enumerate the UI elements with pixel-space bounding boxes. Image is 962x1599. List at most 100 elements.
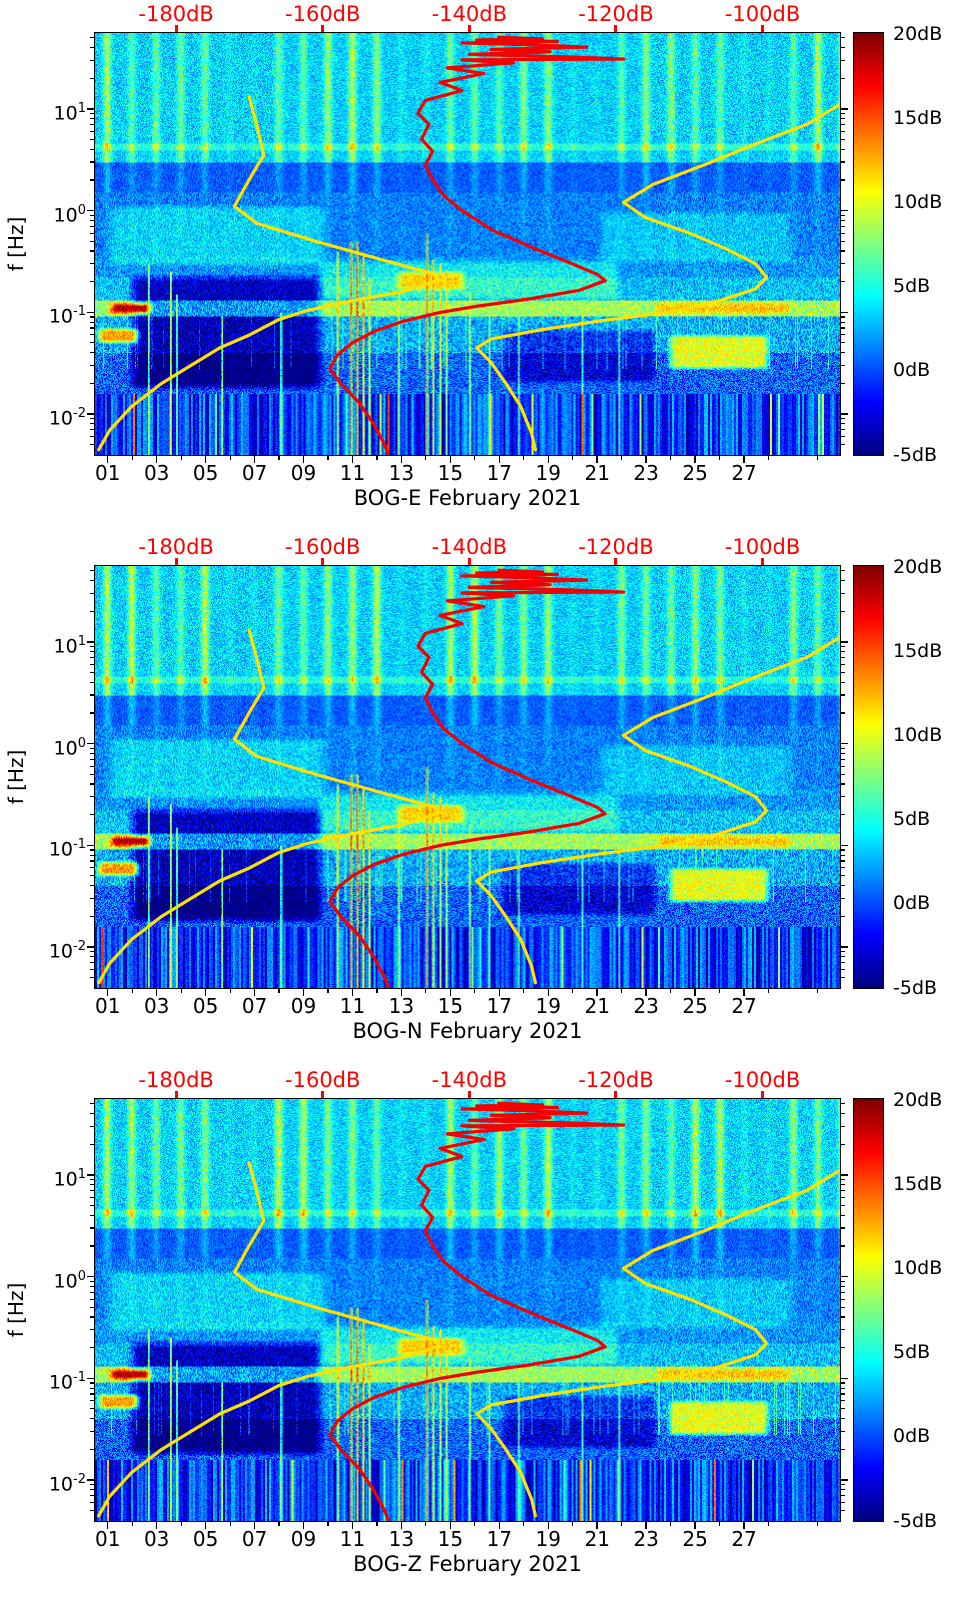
colorbar-tick-label: 15dB <box>893 106 943 129</box>
y-minor-tick <box>90 915 94 917</box>
y-axis-label: f [Hz] <box>4 1282 28 1338</box>
y-minor-tick <box>90 579 94 582</box>
y-tick-label: 10-1 <box>48 304 86 328</box>
x-minor-tick <box>229 1522 231 1526</box>
x-minor-tick <box>767 989 770 993</box>
x-major-tick <box>743 456 745 463</box>
y-minor-tick <box>90 663 94 665</box>
x-tick-label: 11 <box>339 1527 366 1551</box>
y-minor-tick <box>90 1387 94 1389</box>
y-minor-tick <box>90 1408 94 1410</box>
y-minor-tick <box>841 867 845 869</box>
x-tick-label: 27 <box>731 461 757 485</box>
y-minor-tick <box>90 112 94 115</box>
y-minor-tick <box>90 1103 94 1105</box>
y-minor-tick <box>90 1382 94 1384</box>
x-tick-label: 21 <box>584 994 610 1018</box>
top-axis-label: -140dB <box>431 2 508 26</box>
x-major-tick <box>498 1522 501 1529</box>
x-tick-label: 07 <box>241 1527 268 1551</box>
x-tick-label: 07 <box>241 461 268 485</box>
y-minor-tick <box>90 435 94 438</box>
y-major-tick <box>87 1479 94 1481</box>
x-tick-label: 27 <box>731 1527 757 1551</box>
y-minor-tick <box>90 1196 94 1198</box>
y-minor-tick <box>841 1400 845 1402</box>
y-major-tick <box>841 844 848 847</box>
y-minor-tick <box>90 1298 94 1300</box>
x-major-tick <box>547 989 549 996</box>
x-minor-tick <box>229 456 231 460</box>
x-minor-tick <box>718 456 721 460</box>
y-minor-tick <box>841 885 845 887</box>
colorbar-tick-label: 5dB <box>893 1341 931 1364</box>
x-major-tick <box>302 1522 305 1529</box>
y-minor-tick <box>90 138 94 141</box>
x-minor-tick <box>180 456 182 460</box>
x-minor-tick <box>767 1522 770 1526</box>
high-noise-model-curve <box>475 635 840 985</box>
y-minor-tick <box>841 570 845 572</box>
x-tick-label: 13 <box>388 461 415 485</box>
x-tick-label: 09 <box>290 1527 317 1551</box>
colorbar-tick-label: 10dB <box>893 190 943 213</box>
top-axis-tick <box>174 25 178 32</box>
y-minor-tick <box>841 59 845 61</box>
y-minor-tick <box>841 1298 845 1300</box>
y-minor-tick <box>841 915 845 917</box>
x-major-tick <box>155 1522 158 1529</box>
y-minor-tick <box>841 849 845 851</box>
panel-bog-z: f [Hz] BOG-Z February 2021 20dB 15dB 10dB 5… <box>0 1066 962 1599</box>
y-minor-tick <box>90 321 94 323</box>
y-minor-tick <box>90 570 94 572</box>
x-tick-label: 13 <box>388 1527 415 1551</box>
x-tick-label: 19 <box>535 1527 561 1551</box>
y-minor-tick <box>90 694 94 696</box>
colorbar: 20dB 15dB 10dB 5dB 0dB -5dB <box>853 556 962 999</box>
y-minor-tick <box>841 897 845 900</box>
x-minor-tick <box>670 1522 672 1526</box>
x-major-tick <box>449 989 452 996</box>
y-minor-tick <box>841 352 845 354</box>
y-minor-tick <box>841 435 845 438</box>
colorbar-tick-label: 5dB <box>893 275 931 298</box>
y-minor-tick <box>90 444 94 446</box>
y-minor-tick <box>90 1112 94 1115</box>
overlay-curves <box>97 568 840 988</box>
x-major-tick <box>302 456 305 463</box>
y-minor-tick <box>841 592 845 594</box>
y-minor-tick <box>90 854 94 856</box>
top-axis-label: -180dB <box>138 535 214 559</box>
top-axis-tick <box>761 558 765 565</box>
top-axis-tick <box>321 1091 325 1098</box>
y-minor-tick <box>841 1382 845 1384</box>
y-minor-tick <box>841 232 845 234</box>
x-major-tick <box>645 456 647 463</box>
y-minor-tick <box>841 977 845 979</box>
y-minor-tick <box>841 663 845 665</box>
y-minor-tick <box>841 1280 845 1282</box>
y-minor-tick <box>841 962 845 964</box>
y-minor-tick <box>90 316 94 318</box>
y-minor-tick <box>90 1501 94 1504</box>
x-minor-tick <box>523 1522 525 1526</box>
x-tick-label: 05 <box>192 994 219 1018</box>
psd-mode-curve <box>328 568 626 988</box>
y-minor-tick <box>90 1316 94 1318</box>
y-minor-tick <box>841 1196 845 1198</box>
x-major-tick <box>694 1522 696 1529</box>
colorbar-tick-label: 20dB <box>893 555 943 578</box>
y-tick-label: 10-1 <box>48 1370 86 1394</box>
y-minor-tick <box>841 321 845 323</box>
top-axis-tick <box>761 1091 765 1098</box>
y-tick-label: 101 <box>53 633 86 658</box>
y-major-tick <box>87 108 94 110</box>
x-major-tick <box>400 456 403 463</box>
y-minor-tick <box>90 1448 94 1450</box>
y-minor-tick <box>90 783 94 785</box>
x-minor-tick <box>621 1522 623 1526</box>
top-axis-label: -140dB <box>431 1068 508 1092</box>
y-minor-tick <box>841 956 845 958</box>
y-major-tick <box>87 1377 94 1380</box>
x-minor-tick <box>180 989 182 993</box>
